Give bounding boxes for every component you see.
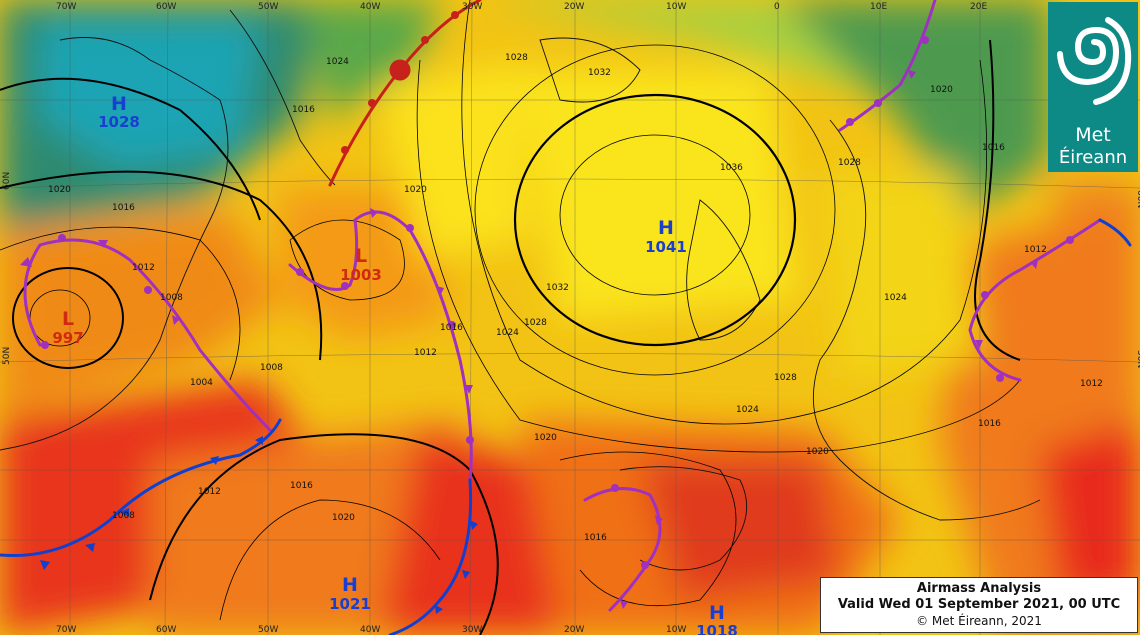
swirl-logo-icon xyxy=(1057,17,1132,105)
pressure-system-high-iberia: H 1018 xyxy=(696,602,738,635)
met-eireann-logo: Met Éireann xyxy=(1048,2,1138,172)
occluded-front-europe xyxy=(968,218,1102,382)
isobar-label: 1016 xyxy=(440,323,463,333)
caption-valid-time: Valid Wed 01 September 2021, 00 UTC xyxy=(837,597,1121,612)
isobar-label: 1028 xyxy=(505,53,528,63)
isobar-label: 1012 xyxy=(1024,245,1047,255)
isobar-label: 1020 xyxy=(930,85,953,95)
isobar-label: 1036 xyxy=(720,163,743,173)
pressure-letter: L xyxy=(355,245,367,267)
isobar-labels: 1024 1020 1016 1012 1008 1004 1016 1028 … xyxy=(48,53,1103,543)
isobar-label: 1024 xyxy=(736,405,759,415)
longitude-label: 70W xyxy=(56,625,76,635)
isobar-label: 1008 xyxy=(112,511,135,521)
pressure-value: 997 xyxy=(52,329,83,347)
latitude-label: 60N xyxy=(1135,190,1140,208)
isobar-label: 1032 xyxy=(588,68,611,78)
longitude-label: 10E xyxy=(870,2,887,12)
coastlines xyxy=(0,9,1041,571)
isobar-label: 1032 xyxy=(546,283,569,293)
pressure-system-low-labrador: L 997 xyxy=(52,308,83,347)
longitude-labels-top: 70W 60W 50W 40W 30W 20W 10W 0 10E 20E xyxy=(56,2,987,12)
latitude-label: 50N xyxy=(2,347,12,365)
cold-front-europe-east xyxy=(1098,218,1132,247)
isobar-label: 1020 xyxy=(404,185,427,195)
isobar-label: 1024 xyxy=(496,328,519,338)
isobar-label: 1004 xyxy=(190,378,213,388)
longitude-label: 10W xyxy=(666,2,686,12)
pressure-value: 1018 xyxy=(696,622,738,635)
pressure-letter: H xyxy=(658,217,674,239)
isobar-label: 1012 xyxy=(414,348,437,358)
isobar-label: 1020 xyxy=(806,447,829,457)
pressure-letter: H xyxy=(709,602,725,624)
pressure-value: 1021 xyxy=(329,595,371,613)
isobar-label: 1012 xyxy=(132,263,155,273)
isobar-label: 1024 xyxy=(326,57,349,67)
occluded-front-norway xyxy=(838,0,937,132)
isobar-label: 1016 xyxy=(982,143,1005,153)
cold-front-mid-atlantic xyxy=(388,478,473,635)
chart-caption-box: Airmass Analysis Valid Wed 01 September … xyxy=(820,577,1138,633)
isobar-label: 1024 xyxy=(884,293,907,303)
longitude-label: 20W xyxy=(564,2,584,12)
pressure-system-high-azores: H 1021 xyxy=(329,574,371,613)
isobar-label: 1016 xyxy=(292,105,315,115)
pressure-value: 1041 xyxy=(645,238,687,256)
caption-copyright: © Met Éireann, 2021 xyxy=(916,614,1042,628)
caption-title: Airmass Analysis xyxy=(916,581,1042,596)
isobar-label: 1012 xyxy=(198,487,221,497)
isobar-label: 1016 xyxy=(290,481,313,491)
logo-text-eireann: Éireann xyxy=(1058,147,1128,168)
longitude-label: 60W xyxy=(156,2,176,12)
longitude-label: 20E xyxy=(970,2,987,12)
pressure-value: 1003 xyxy=(340,266,382,284)
longitude-label: 50W xyxy=(258,2,278,12)
longitude-label: 20W xyxy=(564,625,584,635)
latitude-label: 60N xyxy=(2,172,12,190)
isobar-label: 1008 xyxy=(260,363,283,373)
front-symbols xyxy=(20,11,1074,614)
isobar-label: 1020 xyxy=(332,513,355,523)
isobar-label: 1016 xyxy=(978,419,1001,429)
logo-text-met: Met xyxy=(1075,124,1111,146)
occluded-front-labrador xyxy=(23,238,272,432)
longitude-label: 70W xyxy=(56,2,76,12)
latitude-label: 50N xyxy=(1135,350,1140,368)
longitude-label: 40W xyxy=(360,2,380,12)
occluded-front-mid-atlantic xyxy=(288,210,473,482)
isobar-label: 1028 xyxy=(838,158,861,168)
isobar-label: 1016 xyxy=(112,203,135,213)
pressure-letter: H xyxy=(342,574,358,596)
pressure-letter: H xyxy=(111,93,127,115)
cold-front-atlantic-west xyxy=(0,418,282,558)
longitude-label: 60W xyxy=(156,625,176,635)
isobar-label: 1008 xyxy=(160,293,183,303)
pressure-value: 1028 xyxy=(98,113,140,131)
longitude-label: 0 xyxy=(774,2,780,12)
longitude-label: 10W xyxy=(666,625,686,635)
isobar-label: 1020 xyxy=(48,185,71,195)
isobar-label: 1020 xyxy=(534,433,557,443)
isobar-label: 1012 xyxy=(1080,379,1103,389)
isobars xyxy=(0,0,1021,635)
isobar-label: 1028 xyxy=(524,318,547,328)
isobar-label: 1028 xyxy=(774,373,797,383)
pressure-system-low-midatlantic: L 1003 xyxy=(340,245,382,284)
longitude-label: 40W xyxy=(360,625,380,635)
pressure-system-high-greenland: H 1028 xyxy=(98,93,140,131)
isobar-label: 1016 xyxy=(584,533,607,543)
longitude-label: 30W xyxy=(462,2,482,12)
longitude-label: 30W xyxy=(462,625,482,635)
pressure-system-high-britain: H 1041 xyxy=(645,217,687,256)
longitude-label: 50W xyxy=(258,625,278,635)
longitude-labels-bottom: 70W 60W 50W 40W 30W 20W 10W xyxy=(56,625,686,635)
pressure-letter: L xyxy=(62,308,74,330)
latitude-labels: 60N 50N 60N 50N xyxy=(2,172,1140,368)
